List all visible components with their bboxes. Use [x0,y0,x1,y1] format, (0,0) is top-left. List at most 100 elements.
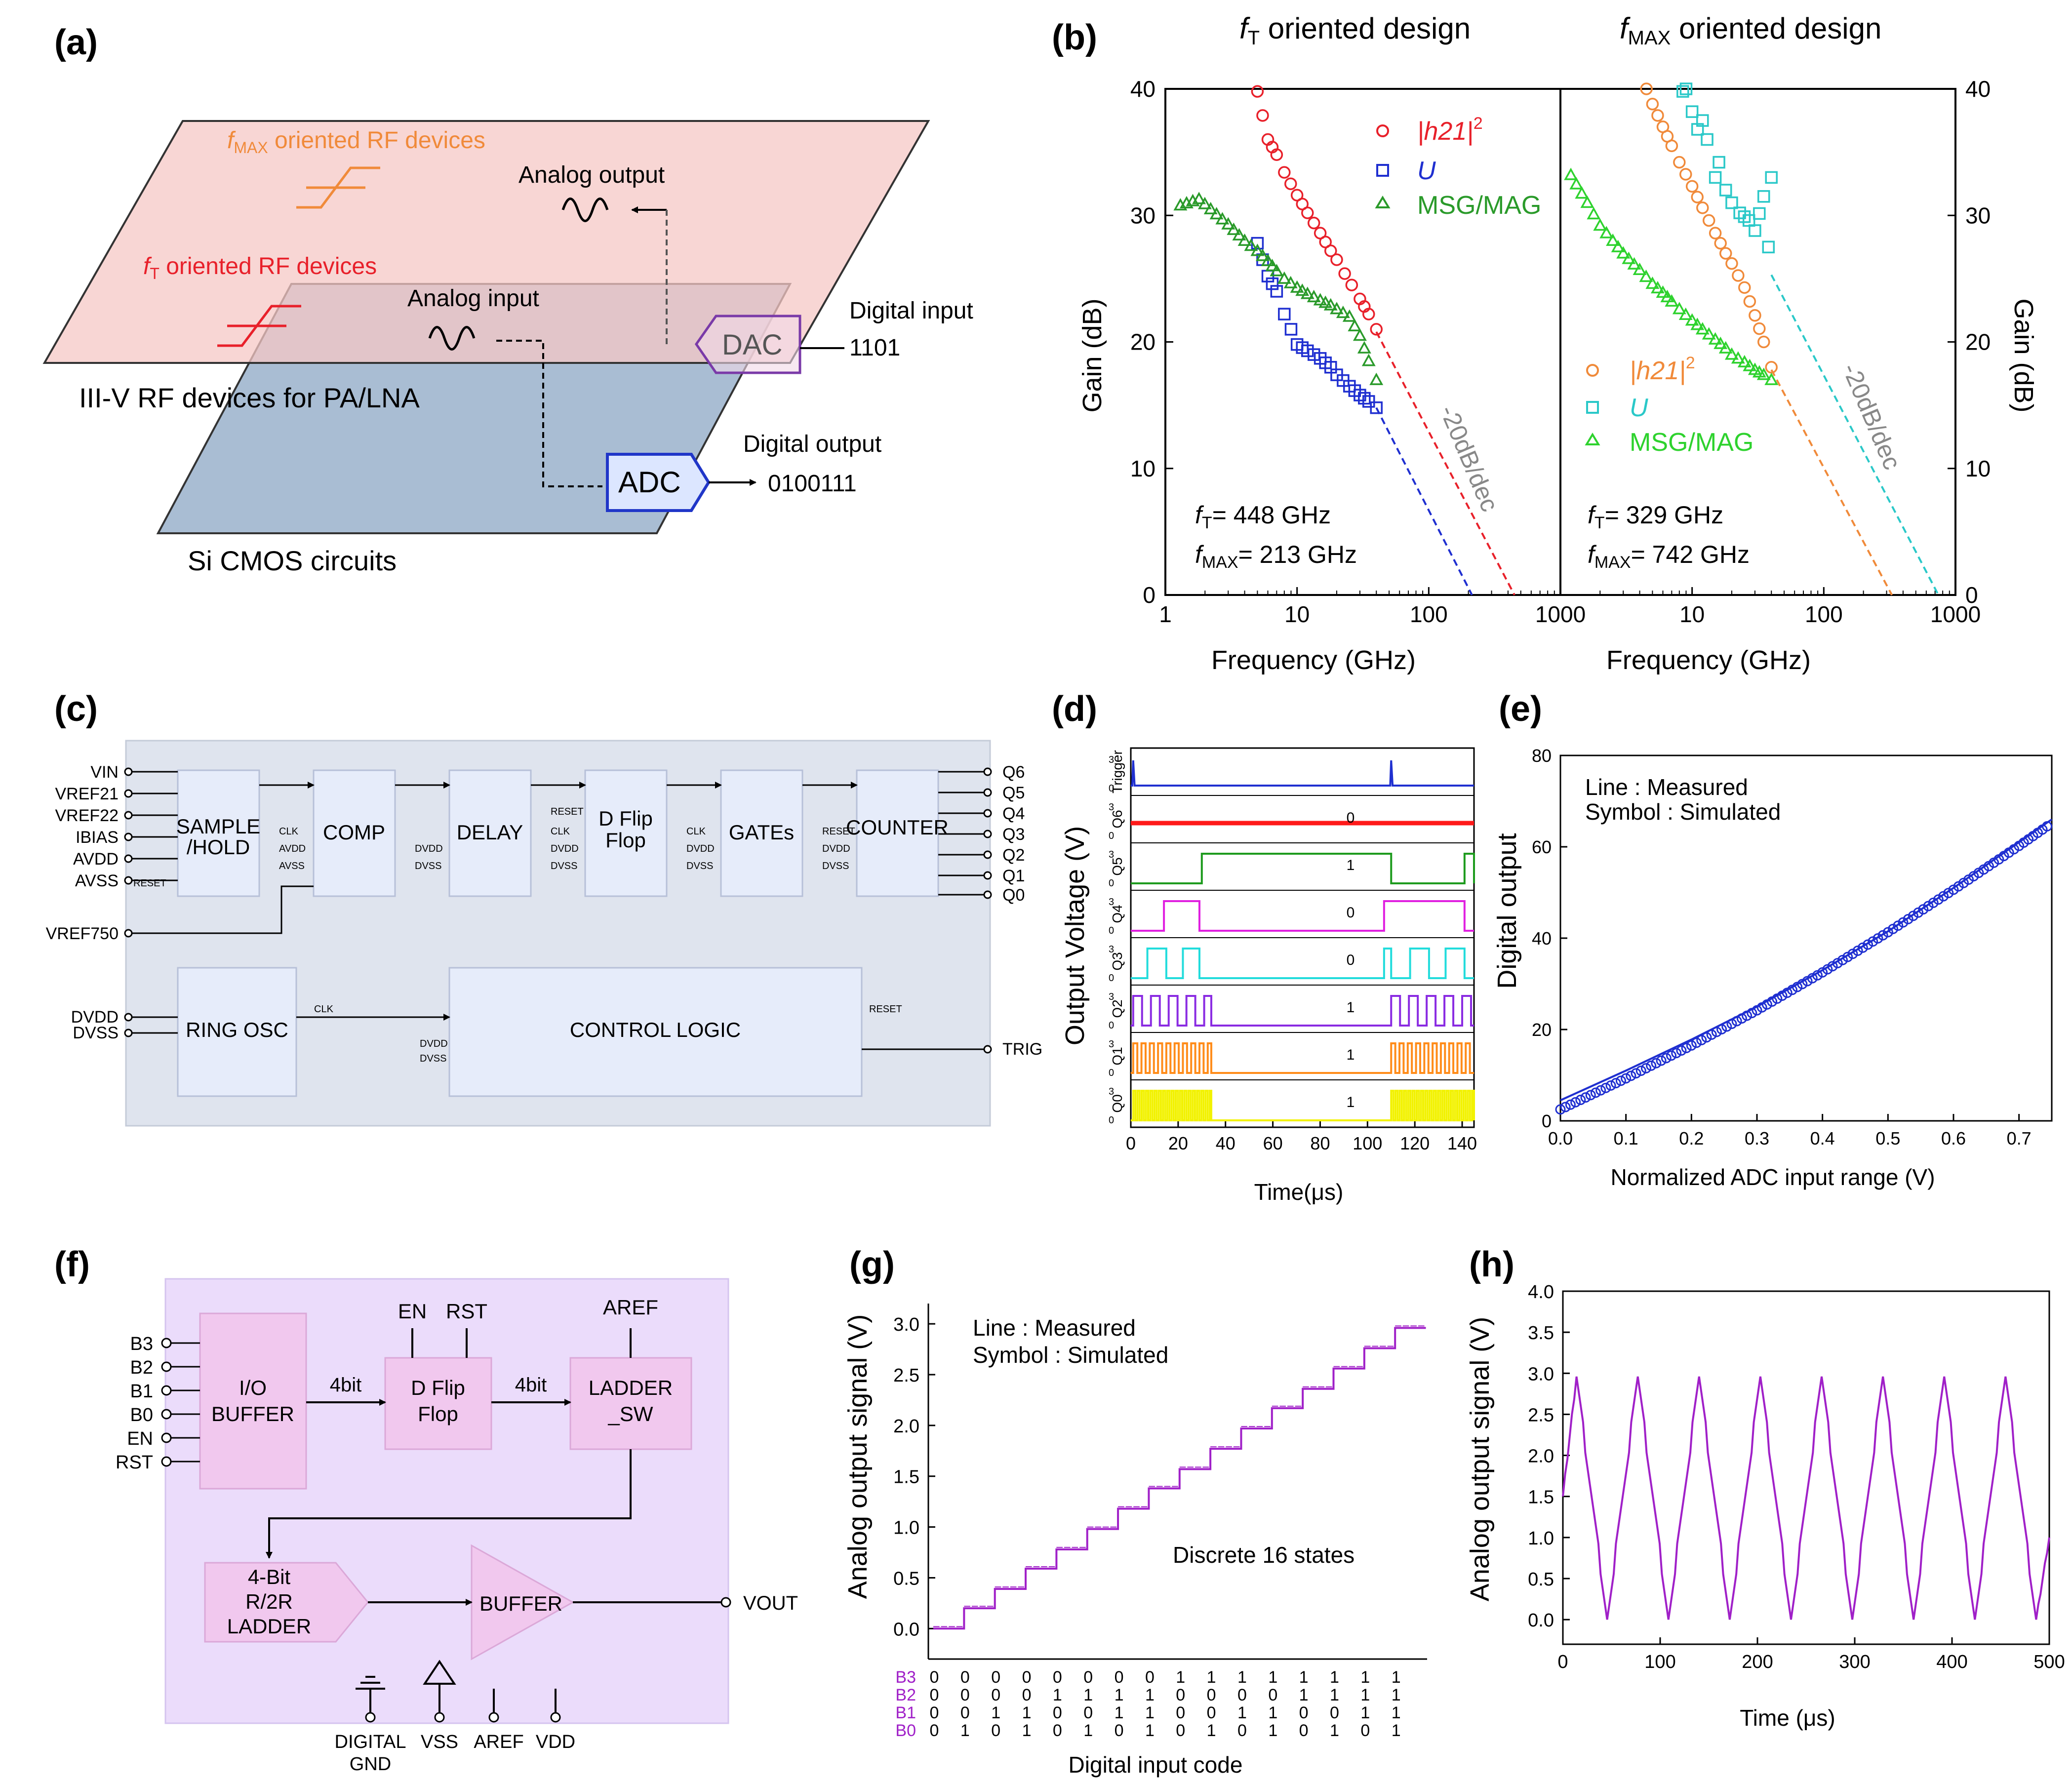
bit-value: 0 [1145,1668,1155,1687]
simulated-point [1635,1066,1646,1076]
clk-label-comp: CLK [279,826,299,837]
x-tick-label: 100 [1353,1133,1382,1153]
r2r-label-2: R/2R [245,1590,293,1613]
data-point-square [1362,395,1375,408]
input-pin [124,789,133,798]
y-tick-label: 40 [1532,928,1552,949]
dvss-label-delay: DVSS [415,861,441,871]
simulated-point [1863,939,1873,950]
data-point-triangle [1237,233,1252,246]
clk-label-ring: CLK [314,1004,334,1015]
bit-value: 0 [960,1686,970,1704]
data-point-triangle [1639,269,1653,282]
iiiv-caption: III-V RF devices for PA/LNA [79,382,420,413]
bit-value: 0 [930,1686,939,1704]
dvdd-pin [124,1013,133,1022]
data-point-circle [1757,335,1770,349]
data-point-triangle [1261,253,1275,267]
analog-output-wave-icon [561,198,609,222]
ladder-sw-label-1: LADDER [589,1376,673,1399]
y-tick-label: 10 [1130,456,1156,481]
data-point-triangle [1369,372,1384,385]
extrapolation-line [1770,369,1893,595]
measured-line [1560,818,2053,1102]
data-point-triangle [1250,243,1265,256]
e-ylabel: Digital output [1492,833,1522,989]
ft-devices-label: fT oriented RF devices [143,253,377,282]
data-point-circle [1370,323,1383,336]
dvss-label-dff: DVSS [551,861,577,871]
simulated-point [1802,976,1813,987]
x-tick-label: 10 [1284,601,1310,627]
panel-f: (f) I/O BUFFER D Flip Flop LADDER _SW 4-… [54,1245,798,1775]
state-label: 0 [1347,952,1355,968]
data-point-triangle [1743,358,1757,371]
panel-a: (a) fMAX oriented RF devices fT oriented… [42,23,973,576]
simulated-point [1631,1068,1641,1079]
output-pin-label: Q1 [1002,867,1025,885]
dvss-pin [124,1029,133,1037]
data-point-triangle [1277,271,1291,284]
data-point-square [1696,114,1709,127]
data-point-square [1709,171,1722,184]
state-label: 1 [1347,1047,1355,1063]
data-point-triangle [1569,177,1584,190]
input-pin-label: VIN [90,763,119,782]
extrapolation-line [1375,407,1473,595]
b-ylabel-left: Gain (dB) [1077,298,1107,412]
f-pin-label: B2 [130,1357,153,1378]
state-label: 0 [1347,905,1355,921]
channel-tick-3: 3 [1109,1039,1114,1050]
simulated-point [2042,821,2053,832]
output-pin [983,767,992,776]
channel-tick-0: 0 [1109,1068,1114,1078]
left-title: fT oriented design [1239,12,1471,49]
simulated-point [1651,1058,1662,1069]
panel-label-a: (a) [54,23,98,62]
trace-q3 [1131,948,1474,979]
sw-to-ladder-arrow [266,1449,632,1559]
data-point-triangle [1656,285,1670,298]
data-point-circle [1362,308,1375,320]
data-point-triangle [1221,217,1235,230]
data-point-square [1701,133,1713,146]
data-point-square [1713,156,1725,169]
simulated-point [1565,1099,1576,1110]
clk-label-gates: CLK [686,826,706,837]
x-tick-label: 1000 [1535,601,1586,627]
io-buffer-label-1: I/O [239,1376,267,1399]
series-triangle [1564,167,1779,385]
f-pin [161,1338,172,1348]
bit-value: 0 [1115,1668,1124,1687]
channel-tick-3: 3 [1109,754,1114,765]
data-point-circle [1685,180,1699,193]
simulated-point [1731,1016,1742,1027]
dvdd-label-control: DVDD [420,1038,448,1049]
state-label: 1 [1347,857,1355,873]
data-point-triangle [1300,286,1315,299]
gnd-label: GND [350,1754,391,1775]
reset-label-control: RESET [869,1004,902,1015]
channel-tick-0: 0 [1109,831,1114,841]
x-tick-label: 1000 [1930,601,1981,627]
state-label: 1 [1347,1094,1355,1110]
x-tick-label: 120 [1400,1133,1430,1153]
data-point-circle [1665,139,1678,153]
e-note-sym: Symbol : Simulated [1585,799,1781,825]
data-point-triangle [1575,186,1589,199]
reset-label-dff: RESET [551,806,584,817]
g-note-line: Line : Measured [973,1315,1136,1341]
digital-label: DIGITAL [335,1732,406,1752]
bit-value: 0 [1176,1721,1185,1740]
bit-value: 0 [960,1703,970,1722]
trace-trigger [1131,760,1474,787]
f-pin [161,1385,172,1396]
x-tick-label: 20 [1168,1133,1188,1153]
y-tick-label: 20 [1130,329,1156,355]
simulated-steps [933,1325,1425,1627]
data-point-triangle [1265,259,1279,272]
y-tick-label: 1.0 [893,1518,919,1539]
ladder-sw-label-2: _SW [607,1402,653,1426]
bit-value: 0 [991,1668,1000,1687]
